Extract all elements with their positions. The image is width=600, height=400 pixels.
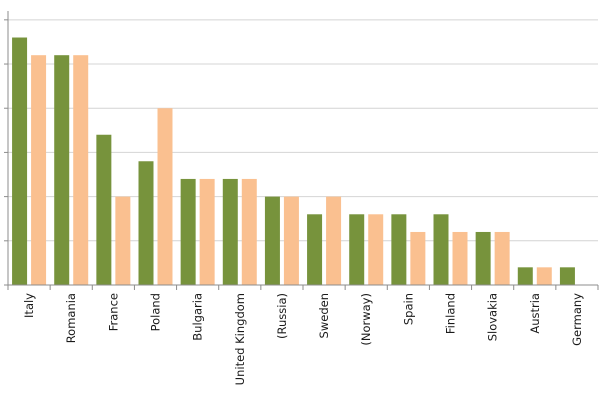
bar-series-1-8 (349, 214, 365, 285)
bar-series-2-2 (115, 196, 131, 285)
category-label: Poland (149, 293, 163, 331)
bar-series-1-2 (96, 134, 112, 285)
bar-series-1-6 (264, 196, 280, 285)
category-label: Sweden (317, 293, 331, 338)
category-label: Finland (444, 293, 458, 334)
bar-series-1-9 (391, 214, 407, 285)
bar-series-2-11 (494, 231, 510, 285)
category-labels: Italy Romania France Poland Bulgaria United K… (22, 293, 584, 386)
bar-series-1-3 (138, 161, 154, 285)
bar-series-2-0 (31, 55, 47, 286)
bar-series-2-1 (73, 55, 89, 286)
axes (4, 11, 599, 290)
category-label: United Kingdom (233, 293, 247, 385)
bar-series-1-4 (180, 178, 196, 285)
bar-series-1-11 (475, 231, 491, 285)
bar-series-2-8 (368, 214, 384, 285)
bar-series-1-1 (54, 55, 70, 286)
category-label: Italy (22, 293, 36, 318)
bar-series-2-10 (452, 231, 468, 285)
category-label: (Norway) (359, 293, 373, 346)
bars (12, 37, 575, 286)
bar-series-2-12 (536, 267, 552, 285)
bar-series-1-10 (433, 214, 449, 285)
bar-series-2-3 (157, 108, 173, 286)
bar-series-2-5 (241, 178, 257, 285)
bar-series-2-4 (199, 178, 215, 285)
bar-series-1-13 (559, 267, 575, 285)
bar-series-1-0 (12, 37, 28, 285)
category-label: (Russia) (275, 293, 289, 339)
bar-series-2-6 (283, 196, 299, 285)
bar-series-1-7 (307, 214, 323, 285)
category-label: Slovakia (486, 293, 500, 341)
bar-series-1-12 (517, 267, 533, 285)
category-label: France (106, 293, 120, 331)
bar-series-1-5 (222, 178, 238, 285)
category-label: Spain (401, 293, 415, 325)
category-label: Romania (64, 293, 78, 343)
bar-series-2-9 (410, 231, 426, 285)
category-label: Austria (528, 293, 542, 334)
category-label: Bulgaria (191, 293, 205, 341)
category-label: Germany (570, 293, 584, 346)
bar-series-2-7 (326, 196, 342, 285)
